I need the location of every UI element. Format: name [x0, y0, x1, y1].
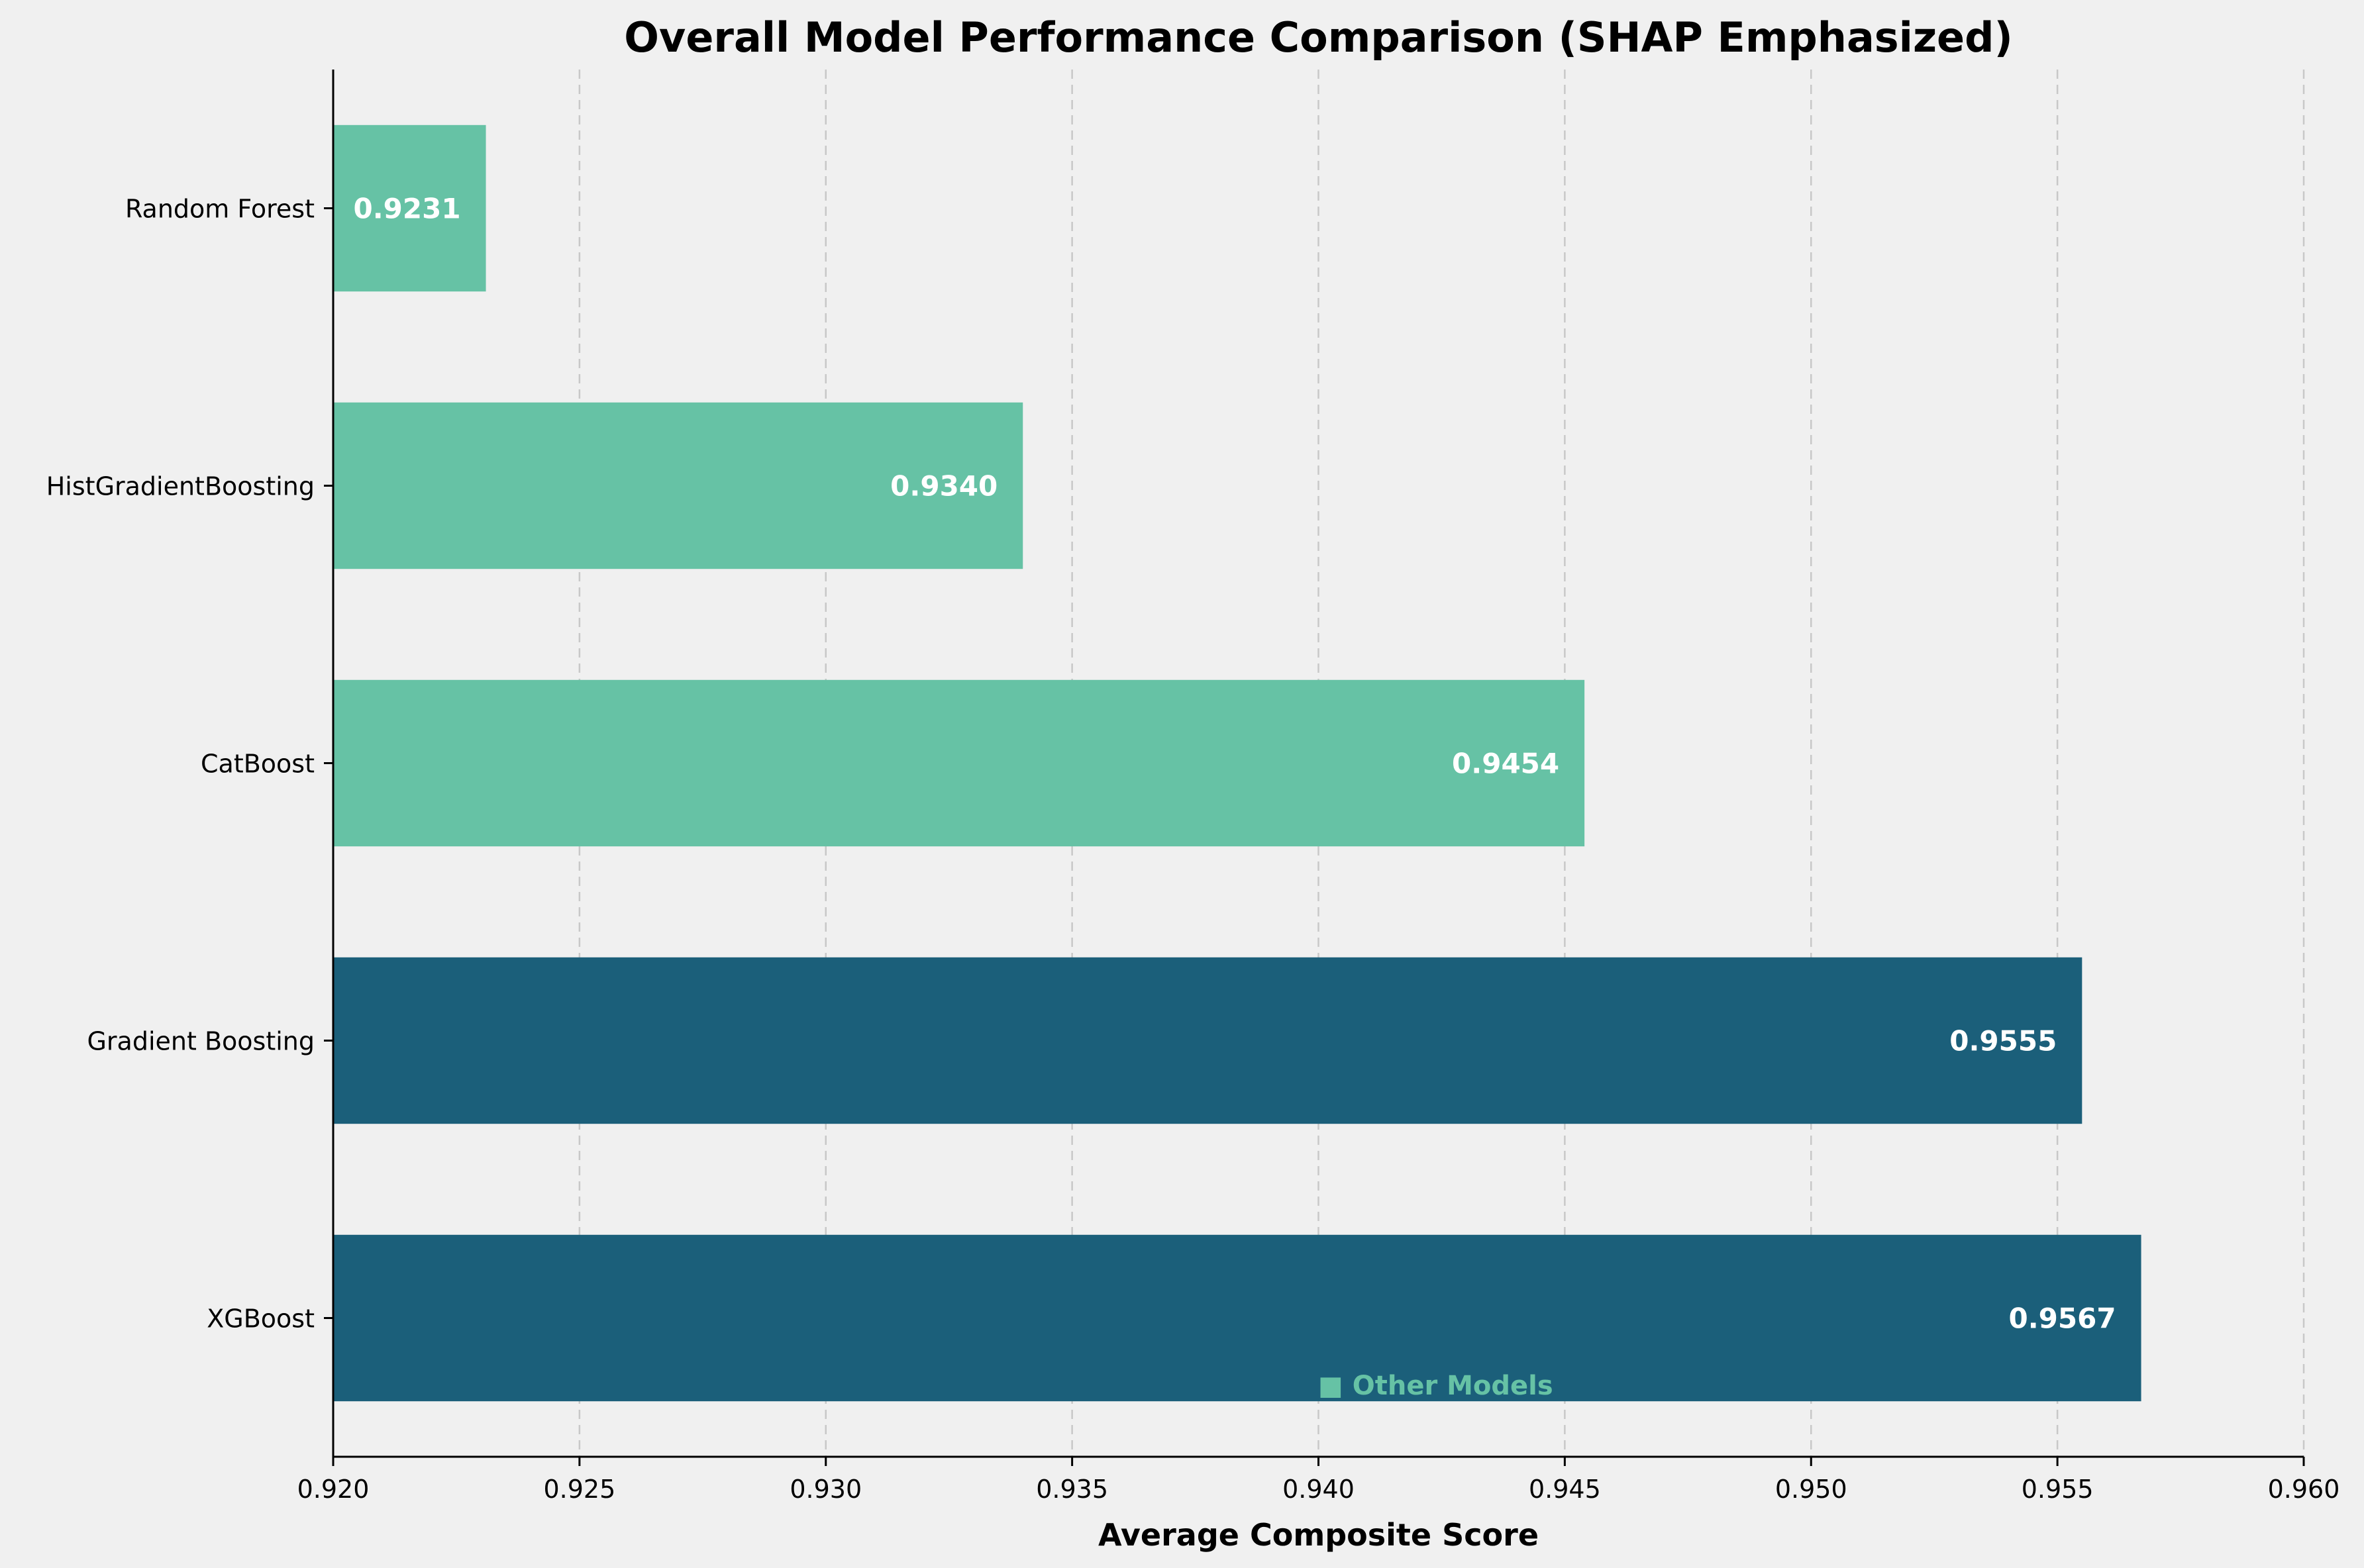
- x-tick-label: 0.960: [2268, 1475, 2340, 1504]
- y-tick-label: HistGradientBoosting: [46, 472, 315, 501]
- x-tick-label: 0.955: [2022, 1475, 2094, 1504]
- legend: ■ Other Models: [1318, 1371, 1553, 1401]
- bar-gradient-boosting: [333, 957, 2082, 1124]
- x-tick-label: 0.925: [543, 1475, 615, 1504]
- y-tick-label: Gradient Boosting: [87, 1027, 315, 1056]
- x-tick-label: 0.935: [1036, 1475, 1108, 1504]
- bar-histgradientboosting: [333, 402, 1023, 569]
- bar-value-label: 0.9555: [1949, 1025, 2057, 1057]
- bar-catboost: [333, 679, 1585, 847]
- x-tick-label: 0.945: [1529, 1475, 1601, 1504]
- bar-xgboost: [333, 1234, 2141, 1402]
- y-tick-label: CatBoost: [201, 750, 315, 779]
- x-axis-label: Average Composite Score: [1098, 1517, 1539, 1553]
- bar-value-label: 0.9567: [2008, 1302, 2116, 1335]
- bar-value-label: 0.9340: [890, 470, 998, 503]
- legend-item: ■ Other Models: [1318, 1371, 1553, 1401]
- y-tick-label: XGBoost: [207, 1304, 315, 1334]
- bar-random-forest: [333, 124, 486, 292]
- chart-title: Overall Model Performance Comparison (SH…: [624, 13, 2013, 62]
- x-tick-label: 0.940: [1282, 1475, 1355, 1504]
- y-tick-label: Random Forest: [125, 195, 315, 224]
- x-tick-label: 0.930: [790, 1475, 862, 1504]
- bars: [333, 124, 2141, 1402]
- y-ticks: XGBoost Gradient Boosting CatBoost HistGrad…: [46, 195, 333, 1334]
- x-tick-label: 0.920: [297, 1475, 370, 1504]
- bar-value-label: 0.9454: [1452, 748, 1559, 780]
- bar-value-label: 0.9231: [353, 193, 460, 225]
- x-tick-label: 0.950: [1775, 1475, 1847, 1504]
- bar-value-labels: 0.9567 0.9555 0.9454 0.9340 0.9231: [353, 193, 2116, 1335]
- x-ticks: 0.920 0.925 0.930 0.935 0.940 0.945 0.950 0.955…: [297, 1457, 2340, 1504]
